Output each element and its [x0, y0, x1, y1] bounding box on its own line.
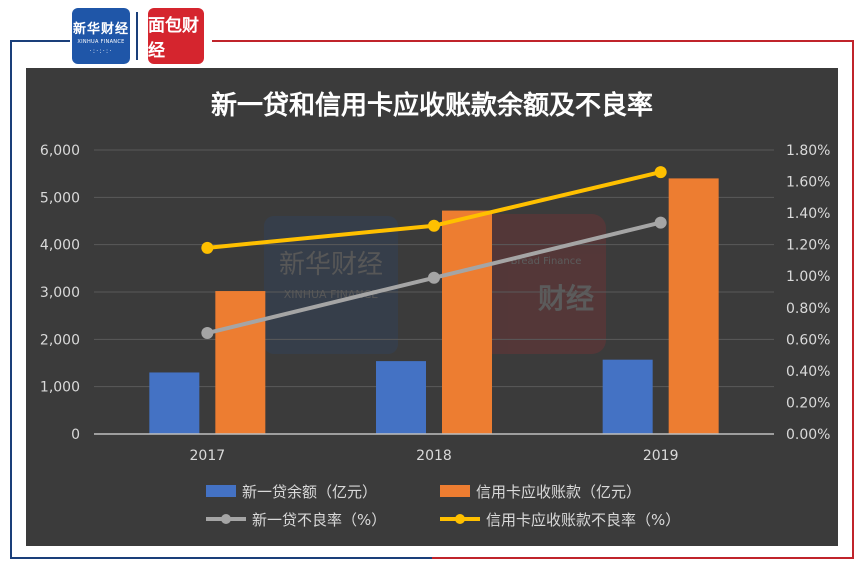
x-tick-label: 2017 [190, 448, 226, 464]
chart-svg: 新华财经 XINHUA FINANCE Bread Finance 财经 新一贷… [40, 90, 831, 529]
legend-label: 信用卡应收账款（亿元） [476, 483, 641, 501]
y-tick-label: 3,000 [40, 285, 80, 301]
y2-tick-label: 1.20% [786, 238, 830, 254]
series-point [654, 166, 667, 179]
y-tick-label: 4,000 [40, 238, 80, 254]
legend-swatch [440, 485, 470, 497]
bar [215, 291, 266, 434]
series-point [428, 271, 440, 284]
xinhua-logo-text: 新华财经 [72, 21, 129, 37]
y2-tick-label: 1.60% [786, 175, 830, 191]
series-point [654, 216, 667, 229]
watermark-xinhua-text: 新华财经 [279, 250, 383, 280]
legend: 新一贷余额（亿元） 信用卡应收账款（亿元） 新一贷不良率（%） 信用卡应收账款不良率（… [206, 483, 680, 529]
bread-finance-logo: 面包财经 [148, 8, 204, 64]
watermark-xinhua-box [264, 216, 398, 354]
legend-marker [455, 514, 465, 524]
frame-right-border [852, 40, 854, 558]
legend-swatch [206, 485, 236, 497]
xinhua-logo-subtext: XINHUA FINANCE [77, 38, 125, 45]
legend-label: 新一贷余额（亿元） [242, 483, 377, 501]
frame-top-border-right [212, 40, 854, 42]
watermark-bread-box [466, 214, 606, 354]
watermark-xinhua: 新华财经 XINHUA FINANCE [264, 216, 398, 354]
chart-title: 新一贷和信用卡应收账款余额及不良率 [211, 90, 653, 121]
y2-tick-label: 0.20% [786, 395, 830, 411]
frame-top-border-left [10, 40, 70, 42]
network-dots-icon: ·:·:·:· [89, 46, 113, 55]
logo-divider [136, 12, 138, 60]
bars-layer [149, 178, 719, 434]
lines-layer [201, 166, 667, 340]
legend-marker [221, 514, 231, 524]
bar [149, 372, 200, 434]
bar [602, 359, 653, 434]
chart-panel: 新华财经 XINHUA FINANCE Bread Finance 财经 新一贷… [26, 68, 838, 546]
watermark-bread-text: 财经 [538, 282, 594, 315]
grid-lines [94, 149, 774, 388]
y2-tick-label: 0.00% [786, 427, 830, 443]
frame-left-border [10, 40, 12, 558]
bar [668, 178, 719, 434]
y-tick-label: 0 [71, 427, 80, 443]
y-tick-label: 1,000 [40, 380, 80, 396]
bar [376, 361, 426, 434]
series-point [428, 219, 440, 232]
y2-tick-label: 1.40% [786, 206, 830, 222]
x-tick-label: 2019 [643, 448, 679, 464]
y-tick-label: 6,000 [40, 143, 80, 159]
y-tick-label: 2,000 [40, 332, 80, 348]
x-tick-label: 2018 [416, 448, 452, 464]
y2-tick-label: 0.40% [786, 364, 830, 380]
legend-label: 新一贷不良率（%） [252, 511, 386, 529]
xinhua-finance-logo: 新华财经 XINHUA FINANCE ·:·:·:· [72, 8, 130, 64]
series-point [201, 327, 214, 340]
bar [442, 210, 492, 434]
bread-logo-text: 面包财经 [148, 16, 199, 61]
y-tick-label: 5,000 [40, 190, 80, 206]
y2-tick-label: 1.80% [786, 143, 830, 159]
watermark-bread: Bread Finance 财经 [466, 214, 606, 354]
axes-layer: 0 1,000 2,000 3,000 4,000 5,000 6,000 0.00% 0.20… [40, 143, 831, 464]
frame-bottom-border-left [10, 557, 432, 559]
y2-tick-label: 0.60% [786, 332, 830, 348]
frame-bottom-border-right [432, 557, 854, 559]
legend-label: 信用卡应收账款不良率（%） [486, 511, 680, 529]
y2-tick-label: 1.00% [786, 269, 830, 285]
series-point [201, 241, 214, 254]
y2-tick-label: 0.80% [786, 301, 830, 317]
watermark-bread-subtext: Bread Finance [511, 256, 582, 267]
